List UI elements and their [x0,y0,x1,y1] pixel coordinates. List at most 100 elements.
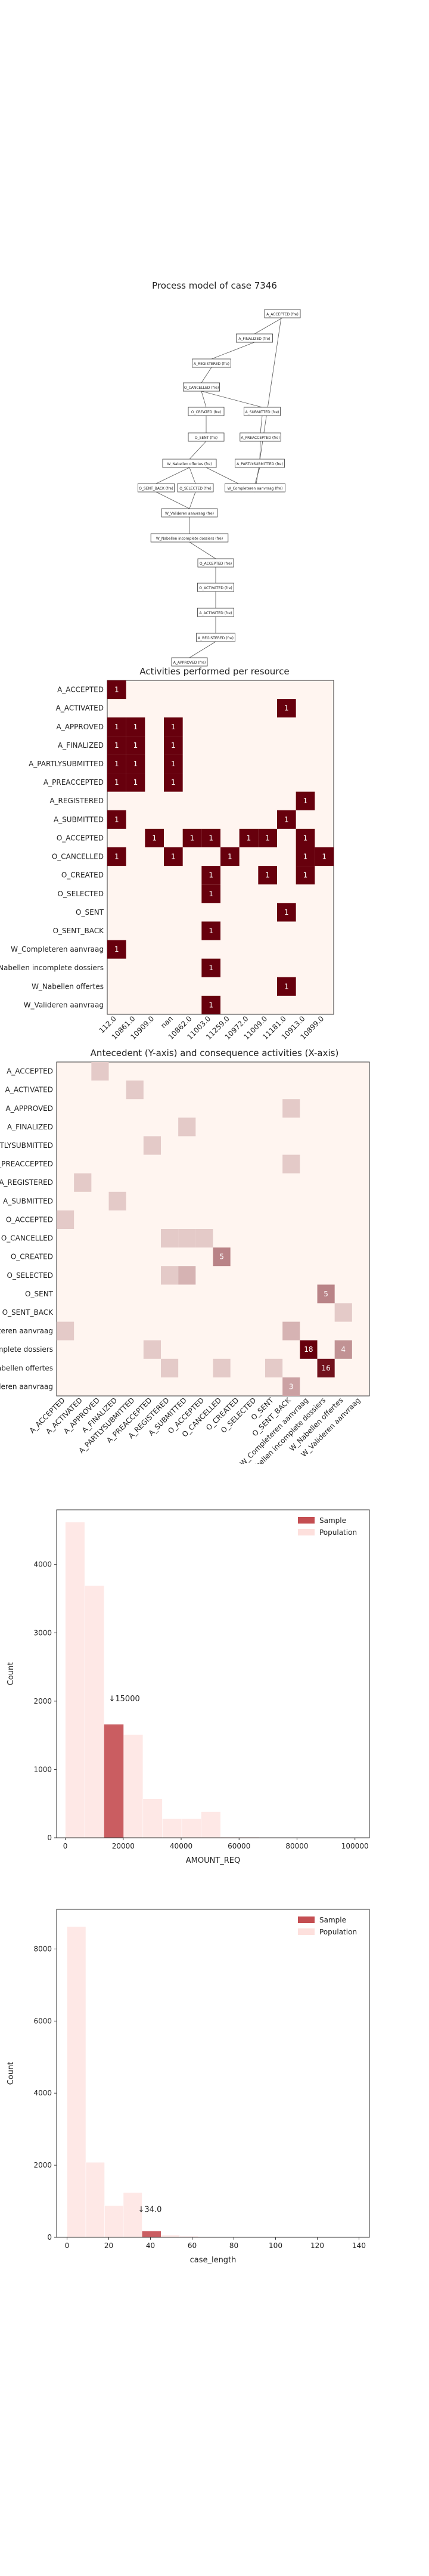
heatmap-row-label: O_ACCEPTED [57,834,104,842]
process-edge [156,467,190,484]
heatmap-cell [126,1080,144,1100]
heatmap-row-label: A_FINALIZED [58,741,104,750]
heatmap-cell [107,940,126,959]
heatmap-row-label: W_Nabellen incomplete dossiers [0,1345,53,1354]
heatmap-cell-value: 4 [341,1345,346,1354]
heatmap-cell-value: 5 [324,1290,328,1298]
heatmap-cell [282,1099,300,1118]
heatmap-row-label: O_CANCELLED [52,853,104,861]
heatmap-cell [161,1358,179,1377]
y-tick-label: 0 [47,1834,52,1842]
heatmap-cell [107,847,126,866]
process-node [162,459,217,468]
heatmap-cell [74,1173,92,1192]
heatmap-cell-value: 1 [114,853,119,861]
heatmap-cell-value: 1 [303,797,308,805]
process-node [235,459,285,468]
heatmap-cell [201,866,220,885]
heatmap-resources-title: Activities performed per resource [139,666,290,677]
heatmap-row-label: A_PREACCEPTED [43,778,104,787]
process-node-label: O_SENT (fre) [195,436,217,440]
heatmap-cell [57,1210,74,1229]
y-tick-label: 6000 [33,2017,52,2025]
heatmap-cell [317,1284,335,1304]
heatmap-cell [220,847,240,866]
process-node [243,407,281,416]
heatmap-cell [107,810,126,829]
heatmap-cell [334,1303,352,1322]
legend-swatch-sample [298,1916,315,1923]
heatmap-cell-value: 1 [265,871,270,880]
y-axis-label: Count [7,1662,15,1686]
x-axis-label: case_length [190,2256,237,2265]
heatmap-cell [282,1154,300,1174]
y-tick-label: 8000 [33,1945,52,1953]
heatmap-row-label: O_SELECTED [58,890,104,898]
heatmap-cell [277,977,296,996]
process-node [264,309,301,318]
heatmap-row-label: A_ACCEPTED [7,1067,53,1076]
heatmap-cell [164,754,183,773]
heatmap-cell-value: 1 [209,871,213,880]
process-node-label: A_PREACCEPTED (fre) [241,436,279,440]
y-tick-label: 1000 [33,1765,52,1773]
heatmap-cell [201,884,220,903]
heatmap-cell [107,680,126,699]
histogram-amount-req: 0 20000 40000 60000 80000 100000 0 1000 2000 3000… [7,1509,370,1865]
heatmap-cell-value: 18 [304,1345,313,1354]
heatmap-row-label: A_SUBMITTED [54,815,104,823]
x-tick-label: 140 [352,2241,366,2250]
heatmap-cell [258,866,277,885]
process-node [161,508,218,518]
legend-label-sample: Sample [319,1916,346,1924]
heatmap-cell [239,828,259,847]
population-bar [67,1926,86,2238]
process-node [150,533,229,543]
process-node [137,483,175,493]
x-tick-label: 40000 [170,1842,192,1850]
legend-label-sample: Sample [319,1516,346,1525]
sample-bar [142,2231,161,2237]
process-node [197,583,234,592]
heatmap-cell [201,958,220,977]
heatmap-cell [296,791,315,810]
process-node-label: A_SUBMITTED (fre) [245,410,279,414]
x-tick-label: 20 [104,2241,113,2250]
sample-annotation: ↓34.0 [138,2206,162,2215]
population-bar [160,2235,180,2238]
y-tick-label: 4000 [33,1561,52,1569]
heatmap-cell [107,754,126,773]
process-node [188,432,225,442]
process-node [196,633,235,642]
heatmap-cell [145,828,164,847]
heatmap-cell [213,1358,231,1377]
legend-label-population: Population [319,1928,357,1936]
heatmap-cell-value: 1 [284,982,289,990]
heatmap-row-label: W_Valideren aanvraag [0,1382,53,1391]
histogram-case-length: 0 20 40 60 80 100 120 140 0 2000 4000 6000 8000 case_… [7,1909,370,2265]
heatmap-row-label: A_APPROVED [6,1104,54,1113]
heatmap-row-label: A_ACTIVATED [5,1086,53,1094]
process-edge [189,641,216,658]
heatmap-cell [143,1136,161,1155]
heatmap-cell-value: 3 [289,1382,294,1391]
heatmap-cell-value: 1 [303,871,308,880]
x-tick-label: 60000 [228,1842,250,1850]
sample-bar [104,1724,124,1838]
heatmap-cell-value: 1 [133,723,138,731]
heatmap-cell [108,1191,126,1210]
process-node-label: A_PARTLYSUBMITTED (fre) [237,462,283,466]
heatmap-cell-value: 1 [209,1001,213,1009]
heatmap-cell [201,921,220,940]
heatmap-cell [213,1247,231,1267]
heatmap-row-label: A_REGISTERED [49,797,104,805]
process-edge [189,491,196,509]
heatmap-cell [277,903,296,922]
heatmap-cell [195,1229,213,1248]
heatmap-cell [91,1062,109,1081]
population-bar [123,1734,144,1838]
heatmap-cell [201,828,220,847]
process-edge [189,467,196,484]
population-bar [123,2192,142,2238]
heatmap-cell [265,1358,283,1377]
